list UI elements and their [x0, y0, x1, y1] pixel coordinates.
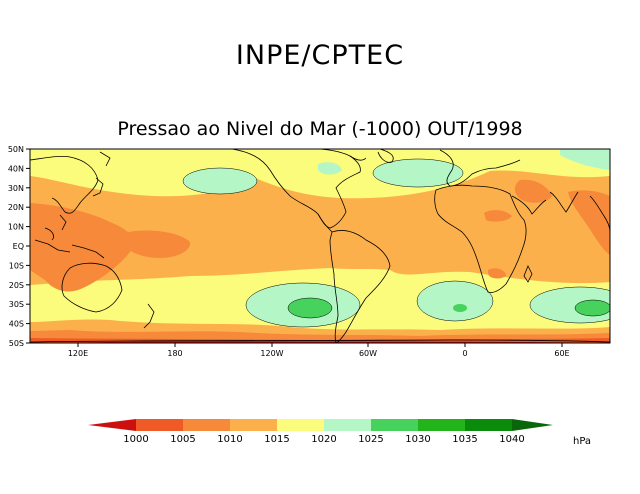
colorbar-segment [277, 419, 324, 431]
colorbar-label: 1015 [264, 434, 289, 445]
colorbar-label: 1035 [452, 434, 477, 445]
lon-label: 120W [260, 349, 283, 358]
colorbar-label: 1025 [358, 434, 383, 445]
lat-label: 30S [9, 300, 24, 309]
core-south-pacific [288, 298, 332, 318]
pressure-field [30, 149, 610, 343]
lat-label: EQ [13, 242, 24, 251]
colorbar-label: 1005 [170, 434, 195, 445]
colorbar-segment [465, 419, 512, 431]
core-south-indian [575, 300, 610, 316]
colorbar-label: 1020 [311, 434, 336, 445]
high-north-atlantic-w [318, 162, 342, 175]
high-azores [373, 159, 463, 187]
colorbar-segment [230, 419, 277, 431]
lon-label: 120E [68, 349, 88, 358]
lon-label: 60W [359, 349, 377, 358]
core-south-atlantic [453, 304, 467, 312]
lat-label: 50S [9, 339, 24, 348]
lon-axis: 120E 180 120W 60W 0 60E [68, 343, 570, 358]
lon-label: 60E [554, 349, 569, 358]
lat-label: 50N [8, 145, 24, 154]
colorbar-label: 1030 [405, 434, 430, 445]
lat-label: 10N [8, 223, 24, 232]
header-title: INPE/CPTEC [235, 40, 405, 71]
high-asia [560, 149, 610, 170]
colorbar-arrow-low [88, 419, 136, 431]
low-india [514, 179, 552, 203]
lat-label: 30N [8, 184, 24, 193]
low-central-pacific [122, 230, 191, 258]
colorbar-arrow-high [512, 419, 553, 431]
colorbar-segment [136, 419, 183, 431]
colorbar-label: 1000 [123, 434, 148, 445]
low-sahara [484, 210, 512, 222]
high-north-pacific [183, 168, 257, 194]
colorbar-label: 1040 [499, 434, 524, 445]
colorbar-unit: hPa [573, 436, 591, 447]
lat-axis: 50N 40N 30N 20N 10N EQ 10S 20S 30S 40S 5… [8, 145, 30, 348]
colorbar-segment [183, 419, 230, 431]
colorbar-segment [418, 419, 465, 431]
contour-lines [182, 158, 610, 328]
colorbar-label: 1010 [217, 434, 242, 445]
low-southern-africa [488, 268, 506, 279]
lat-label: 40S [9, 320, 24, 329]
high-south-atlantic [417, 281, 493, 321]
colorbar-segment [324, 419, 371, 431]
lat-label: 40N [8, 164, 24, 173]
lat-label: 10S [9, 261, 24, 270]
lon-label: 0 [462, 349, 467, 358]
lat-label: 20N [8, 203, 24, 212]
coastlines [30, 149, 610, 343]
colorbar: 1000 1005 1010 1015 1020 1025 1030 1035 … [88, 419, 591, 447]
map-title: Pressao ao Nivel do Mar (-1000) OUT/1998 [117, 118, 523, 140]
low-indian [568, 190, 610, 255]
lat-label: 20S [9, 281, 24, 290]
colorbar-segment [371, 419, 418, 431]
lon-label: 180 [167, 349, 182, 358]
